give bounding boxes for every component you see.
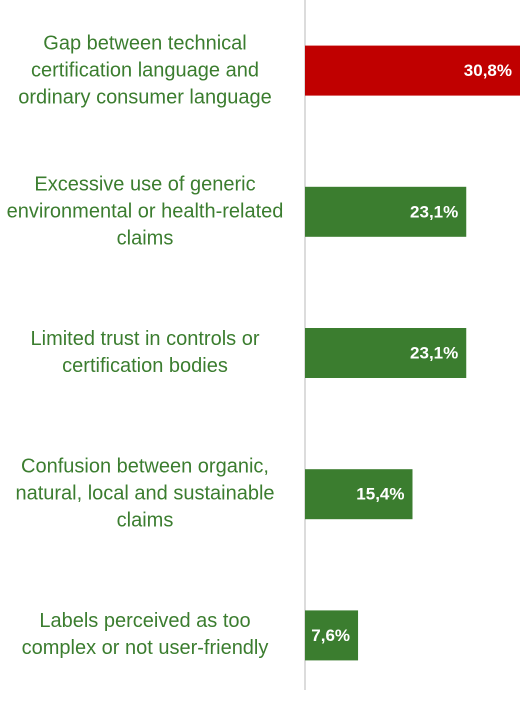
bar [305,610,359,661]
value-label: 23,1% [410,343,458,362]
category-label: Confusion between organic, natural, loca… [15,455,275,532]
bar [305,186,467,237]
category-label: Excessive use of generic environmental o… [6,173,284,250]
category-label: Gap between technical certification lang… [18,32,272,109]
value-label: 30,8% [464,61,512,80]
category-label: Limited trust in controls or certificati… [30,328,260,377]
bar [305,45,520,96]
value-label: 7,6% [311,626,350,645]
category-label: Labels perceived as too complex or not u… [21,610,269,660]
value-label: 15,4% [356,485,404,504]
value-label: 23,1% [410,202,458,221]
bar [305,469,413,520]
bar [305,328,467,378]
